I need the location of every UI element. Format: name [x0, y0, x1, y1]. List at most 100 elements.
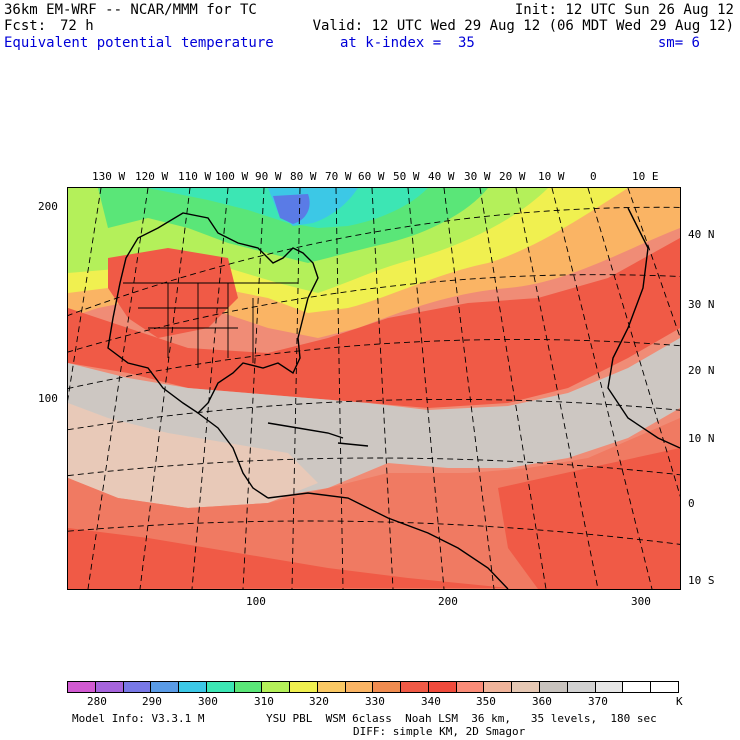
- colorbar-swatch: [151, 682, 180, 692]
- longitude-label: 130 W: [92, 170, 126, 183]
- colorbar-label: 360: [532, 695, 552, 708]
- meridian: [627, 188, 680, 339]
- meridian: [242, 188, 265, 589]
- meridian: [443, 188, 495, 589]
- level-info: at k-index = 35: [340, 35, 475, 51]
- diffusion-info: DIFF: simple KM, 2D Smagor: [353, 725, 526, 738]
- latitude-label: 10 N: [688, 432, 715, 445]
- colorbar-swatch: [234, 682, 263, 692]
- field-name: Equivalent potential temperature: [4, 35, 274, 51]
- colorbar-swatch: [345, 682, 374, 692]
- colorbar-swatch: [373, 682, 402, 692]
- meridian: [191, 188, 229, 589]
- longitude-label: 120 W: [135, 170, 169, 183]
- meridian: [291, 188, 301, 589]
- meridian: [479, 188, 547, 589]
- longitude-label: 100 W: [215, 170, 249, 183]
- forecast-hour: 72 h: [60, 18, 94, 34]
- longitude-label: 80 W: [290, 170, 317, 183]
- colorbar-label: 310: [254, 695, 274, 708]
- colorbar-swatch: [95, 682, 124, 692]
- colorbar-swatch: [262, 682, 291, 692]
- colorbar-label: 300: [198, 695, 218, 708]
- colorbar-swatch: [651, 682, 678, 692]
- colorbar-label: 370: [588, 695, 608, 708]
- latitude-label: 10 S: [688, 574, 715, 587]
- colorbar-swatch: [484, 682, 513, 692]
- parallel-20n: [68, 339, 680, 389]
- colorbar-label: 350: [476, 695, 496, 708]
- meridian: [335, 188, 344, 589]
- latitude-label: 0: [688, 497, 695, 510]
- longitude-label: 70 W: [325, 170, 352, 183]
- longitude-label: 90 W: [255, 170, 282, 183]
- latitude-label: 20 N: [688, 364, 715, 377]
- colorbar-label: 320: [309, 695, 329, 708]
- meridian: [139, 188, 191, 589]
- theta-e-field-map: [68, 188, 680, 589]
- meridian: [551, 188, 653, 589]
- colorbar-swatch: [317, 682, 346, 692]
- meridian: [87, 188, 149, 589]
- colorbar-label: 340: [421, 695, 441, 708]
- parallel-10s: [68, 520, 680, 545]
- hispaniola-coast: [337, 442, 369, 447]
- field-warm-us: [108, 248, 238, 338]
- parallel-10n: [68, 398, 680, 431]
- south-america-coast: [267, 492, 509, 589]
- grid-axis-left-label: 100: [38, 392, 58, 405]
- colorbar-swatch: [290, 682, 318, 692]
- colorbar-swatch: [206, 682, 235, 692]
- africa-europe-coast: [607, 207, 680, 449]
- meridian: [371, 188, 394, 589]
- model-info: Model Info: V3.3.1 M: [72, 712, 205, 725]
- parallel-0: [68, 457, 680, 477]
- field-band-340-south: [68, 528, 508, 589]
- longitude-label: 60 W: [358, 170, 385, 183]
- colorbar: [67, 681, 679, 693]
- field-band-355: [68, 403, 318, 508]
- cuba-coast: [267, 422, 344, 439]
- physics-info: YSU PBL WSM 6class Noah LSM 36 km, 35 le…: [266, 712, 657, 725]
- longitude-label: 20 W: [499, 170, 526, 183]
- longitude-label: 10 E: [632, 170, 659, 183]
- longitude-label: 110 W: [178, 170, 212, 183]
- colorbar-label: 290: [142, 695, 162, 708]
- colorbar-swatch: [540, 682, 568, 692]
- latitude-label: 30 N: [688, 298, 715, 311]
- colorbar-swatch: [428, 682, 457, 692]
- model-title: 36km EM-WRF -- NCAR/MMM for TC: [4, 2, 257, 18]
- colorbar-swatch: [567, 682, 596, 692]
- smoothing-info: sm= 6: [657, 35, 700, 51]
- field-band-295: [273, 194, 310, 224]
- colorbar-swatch: [595, 682, 624, 692]
- colorbar-swatch: [401, 682, 429, 692]
- grid-axis-bottom-label: 100: [246, 595, 266, 608]
- north-america-coast: [107, 212, 319, 414]
- colorbar-swatch: [123, 682, 152, 692]
- valid-time: Valid: 12 UTC Wed 29 Aug 12 (06 MDT Wed …: [312, 18, 734, 34]
- longitude-label: 10 W: [538, 170, 565, 183]
- colorbar-swatch: [179, 682, 207, 692]
- colorbar-swatch: [512, 682, 541, 692]
- latitude-label: 40 N: [688, 228, 715, 241]
- colorbar-label: 280: [87, 695, 107, 708]
- graticule: [68, 188, 680, 589]
- meridian: [407, 188, 445, 589]
- longitude-label: 50 W: [393, 170, 420, 183]
- parallel-40n: [68, 206, 680, 316]
- field-band-340: [68, 238, 680, 408]
- central-america-coast: [197, 412, 269, 499]
- init-time: Init: 12 UTC Sun 26 Aug 12: [514, 2, 734, 18]
- field-band-340-east: [498, 448, 680, 589]
- longitude-label: 30 W: [464, 170, 491, 183]
- longitude-label: 0: [590, 170, 597, 183]
- map-panel: [67, 187, 681, 590]
- meridian: [68, 188, 102, 401]
- grid-axis-left-label: 200: [38, 200, 58, 213]
- coastlines: [107, 207, 680, 589]
- colorbar-swatch: [623, 682, 652, 692]
- colorbar-unit: K: [676, 695, 683, 708]
- longitude-label: 40 W: [428, 170, 455, 183]
- grid-axis-bottom-label: 300: [631, 595, 651, 608]
